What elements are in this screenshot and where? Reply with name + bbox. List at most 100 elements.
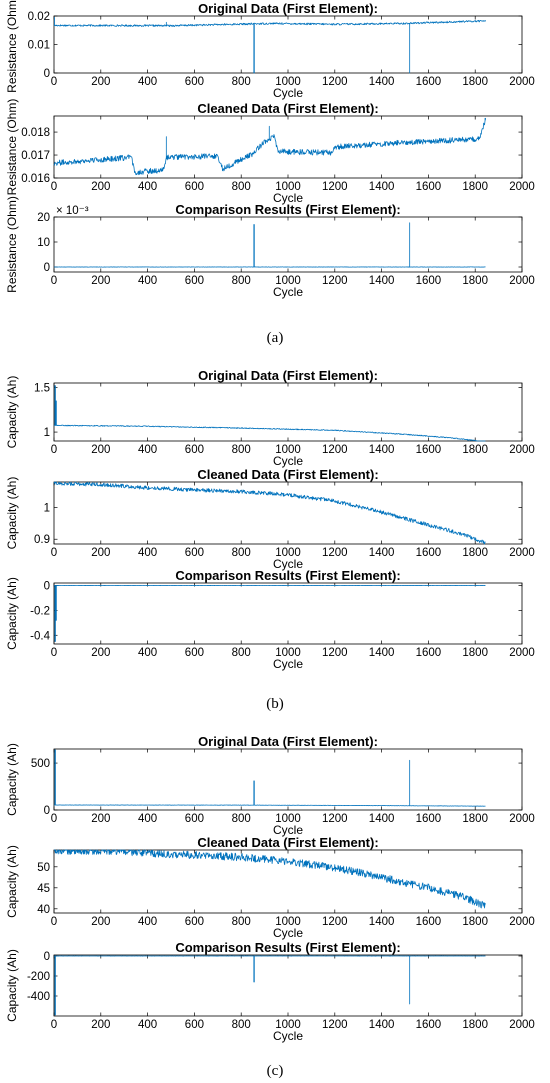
chart-a2-xtick-label: 400 [138,181,157,193]
chart-c1-xtick-label: 1400 [369,813,395,825]
chart-a1-xtick-label: 0 [51,76,57,88]
chart-b2-axes-box [53,481,523,545]
chart-b3-xtick-label: 1400 [369,647,395,659]
chart-a2-series-line [53,117,486,176]
chart-c3-ylabel: Capacity (Ah) [5,949,19,1022]
chart-b2-xtick-label: 800 [232,547,251,559]
chart-c2-xtick-label: 600 [185,916,204,928]
chart-b3-xtick-label: 0 [51,647,57,659]
chart-b1-axes-box [53,382,523,442]
chart-a3-axes-box [53,216,523,273]
chart-b3-ytick-label: -0.4 [30,630,50,642]
chart-c1-xtick-label: 600 [185,813,204,825]
chart-a2-xtick-label: 1000 [275,181,301,193]
chart-c2-xtick-label: 1600 [416,916,442,928]
chart-a1-xtick-label: 1200 [322,76,348,88]
chart-c-1: Original Data (First Element): 0 200 400 600… [5,734,535,837]
chart-b1-xtick-label: 1400 [369,444,395,456]
chart-c3-ytick-label: 0 [44,951,50,963]
chart-b2-xtick-label: 1200 [322,547,348,559]
chart-b2-xtick-label: 1000 [275,547,301,559]
chart-c1-xtick-label: 2000 [509,813,535,825]
chart-b3-xtick-label: 600 [185,647,204,659]
chart-a3-series-line [54,222,486,268]
chart-b3-xtick-label: 1000 [275,647,301,659]
chart-c3-title: Comparison Results (First Element): [175,940,400,955]
chart-b1-series-line [53,385,486,442]
chart-b2-xtick-label: 1600 [416,547,442,559]
chart-b-2: Cleaned Data (First Element): 0 200 400 600 8… [5,467,535,571]
chart-b2-xtick-label: 0 [51,547,57,559]
chart-b2-xtick-label: 1800 [462,547,488,559]
panel-label-b: (b) [266,696,284,712]
chart-a3-xtick-label: 400 [138,275,157,287]
chart-c2-xtick-label: 1800 [462,916,488,928]
chart-b1-xtick-label: 1000 [275,444,301,456]
chart-b2-xtick-label: 600 [185,547,204,559]
chart-a2-xtick-label: 1400 [369,181,395,193]
chart-c1-title: Original Data (First Element): [198,734,378,749]
chart-c1-xtick-label: 0 [51,813,57,825]
chart-b3-xtick-label: 2000 [509,647,535,659]
panel-label-c: (c) [267,1063,284,1079]
chart-c2-xtick-label: 2000 [509,916,535,928]
chart-a1-xtick-label: 1400 [369,76,395,88]
chart-a2-xtick-label: 600 [185,181,204,193]
chart-c2-ytick-label: 50 [37,862,50,874]
chart-c3-xtick-label: 0 [51,1019,57,1031]
chart-a2-xlabel: Cycle [273,191,303,205]
chart-b1-xtick-label: 2000 [509,444,535,456]
chart-a1-ylabel: Resistance (Ohm) [5,0,19,93]
chart-c1-xtick-label: 1600 [416,813,442,825]
chart-c2-xtick-label: 400 [138,916,157,928]
chart-b3-xlabel: Cycle [273,657,303,671]
chart-b2-series-line [53,481,486,545]
chart-b1-xtick-label: 1600 [416,444,442,456]
chart-a2-ytick-label: 0.017 [21,150,50,162]
chart-b3-title: Comparison Results (First Element): [175,568,400,583]
chart-b1-xtick-label: 600 [185,444,204,456]
chart-a-2: Cleaned Data (First Element): 0 200 400 600 8… [5,99,535,205]
chart-a1-xtick-label: 1000 [275,76,301,88]
chart-a3-ytick-label: 10 [37,237,50,249]
chart-a2-title: Cleaned Data (First Element): [197,101,378,116]
chart-a-1: Original Data (First Element): 0 200 400 600… [5,0,535,100]
chart-a3-xtick-label: 600 [185,275,204,287]
chart-b3-xtick-label: 1600 [416,647,442,659]
chart-c1-xtick-label: 400 [138,813,157,825]
chart-b3-xtick-label: 200 [91,647,110,659]
chart-a1-axes-box [53,15,523,74]
chart-a3-xtick-label: 1800 [462,275,488,287]
chart-a2-xtick-label: 1200 [322,181,348,193]
chart-b3-xtick-label: 1800 [462,647,488,659]
chart-c-2: Cleaned Data (First Element): 0 200 400 600 8… [5,835,535,940]
chart-b2-xtick-label: 400 [138,547,157,559]
chart-b1-xtick-label: 200 [91,444,110,456]
chart-a3-axis-multiplier: × 10⁻³ [56,205,89,217]
chart-a1-xtick-label: 600 [185,76,204,88]
chart-c1-ytick-label: 0 [44,805,50,817]
chart-a1-ytick-label: 0.02 [28,11,50,23]
chart-c1-xtick-label: 800 [232,813,251,825]
chart-c2-xlabel: Cycle [273,926,303,940]
chart-c3-series-line [53,955,486,1016]
chart-c3-xlabel: Cycle [273,1029,303,1043]
chart-a1-title: Original Data (First Element): [198,1,378,16]
chart-a2-ytick-label: 0.018 [21,127,50,139]
chart-a2-xtick-label: 2000 [509,181,535,193]
chart-b1-ytick-label: 1.5 [34,382,50,394]
chart-c1-xlabel: Cycle [273,823,303,837]
chart-b3-ytick-label: -0.2 [30,605,50,617]
chart-c1-ytick-label: 500 [31,758,50,770]
plots-layer: Original Data (First Element): 0 200 400 600… [5,0,535,1043]
chart-c2-title: Cleaned Data (First Element): [197,835,378,850]
chart-c3-xtick-label: 200 [91,1019,110,1031]
chart-b2-xlabel: Cycle [273,557,303,571]
chart-c3-xtick-label: 2000 [509,1019,535,1031]
chart-b3-xtick-label: 1200 [322,647,348,659]
chart-c1-xtick-label: 1200 [322,813,348,825]
chart-b2-ylabel: Capacity (Ah) [5,477,19,550]
chart-a3-xtick-label: 1600 [416,275,442,287]
chart-c2-ylabel: Capacity (Ah) [5,845,19,918]
chart-a1-xtick-label: 400 [138,76,157,88]
